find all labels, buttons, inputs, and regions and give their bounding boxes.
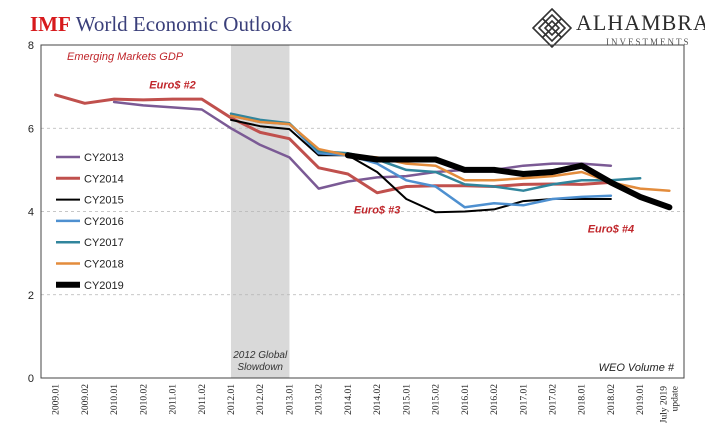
x-tick-label: 2015.01 — [402, 384, 412, 415]
y-tick-label: 6 — [28, 123, 34, 135]
x-tick-label: 2014.02 — [373, 384, 383, 415]
x-tick-label: 2015.02 — [432, 384, 442, 415]
series-line-cy2014 — [54, 93, 613, 195]
x-tick-label: 2012.02 — [256, 384, 266, 415]
x-tick-label: 2010.01 — [110, 384, 120, 415]
annotation-label: Euro$ #4 — [588, 223, 634, 235]
legend-label: CY2018 — [84, 259, 124, 271]
x-tick-label: 2017.02 — [548, 384, 558, 415]
x-tick-label: 2019.01 — [636, 384, 646, 415]
x-tick-label: 2016.01 — [461, 384, 471, 415]
chart-title: IMF World Economic Outlook — [30, 12, 292, 37]
plot-frame — [40, 44, 685, 379]
series-line-cy2013 — [112, 100, 613, 190]
x-tick-label: 2014.01 — [344, 384, 354, 415]
legend-label: CY2014 — [84, 173, 124, 185]
logo-name: ALHAMBRA — [576, 10, 705, 35]
alhambra-logo: ALHAMBRA INVESTMENTS — [530, 6, 705, 50]
shaded-region-label: Slowdown — [237, 362, 283, 373]
series-line-cy2019 — [344, 152, 673, 211]
x-tick-label: 2017.01 — [519, 384, 529, 415]
x-tick-label: July 2019 — [659, 386, 669, 423]
x-tick-label: 2013.01 — [285, 384, 295, 415]
x-tick-label: 2012.01 — [227, 384, 237, 415]
annotation-label: Euro$ #3 — [354, 205, 400, 217]
y-tick-label: 2 — [28, 290, 34, 302]
x-tick-label: 2018.02 — [607, 384, 617, 415]
x-tick-label: 2016.02 — [490, 384, 500, 415]
title-brand: IMF — [30, 12, 71, 36]
diamond-lattice-icon — [532, 8, 572, 48]
legend-label: CY2015 — [84, 195, 124, 207]
shaded-region-label: 2012 Global — [232, 350, 288, 361]
x-tick-label: 2009.02 — [81, 384, 91, 415]
x-tick-label: 2009.01 — [52, 384, 62, 415]
legend-label: CY2013 — [84, 152, 124, 164]
logo-subtitle: INVESTMENTS — [606, 37, 691, 47]
x-tick-label: 2010.02 — [139, 384, 149, 415]
x-tick-label: 2013.02 — [315, 384, 325, 415]
x-tick-label: update — [670, 386, 680, 411]
y-tick-label: 4 — [28, 207, 34, 219]
x-tick-label: 2011.02 — [198, 384, 208, 415]
legend-label: CY2017 — [84, 237, 124, 249]
annotation-label: Euro$ #2 — [149, 80, 195, 92]
y-tick-label: 0 — [28, 373, 34, 385]
chart-subtitle: Emerging Markets GDP — [67, 51, 184, 63]
title-text: World Economic Outlook — [75, 12, 293, 36]
x-tick-label: 2011.01 — [169, 384, 179, 415]
legend-label: CY2016 — [84, 216, 124, 228]
legend-label: CY2019 — [84, 280, 124, 292]
y-tick-label: 8 — [28, 40, 34, 52]
x-axis-label: WEO Volume # — [599, 362, 675, 374]
x-tick-label: 2018.01 — [578, 384, 588, 415]
